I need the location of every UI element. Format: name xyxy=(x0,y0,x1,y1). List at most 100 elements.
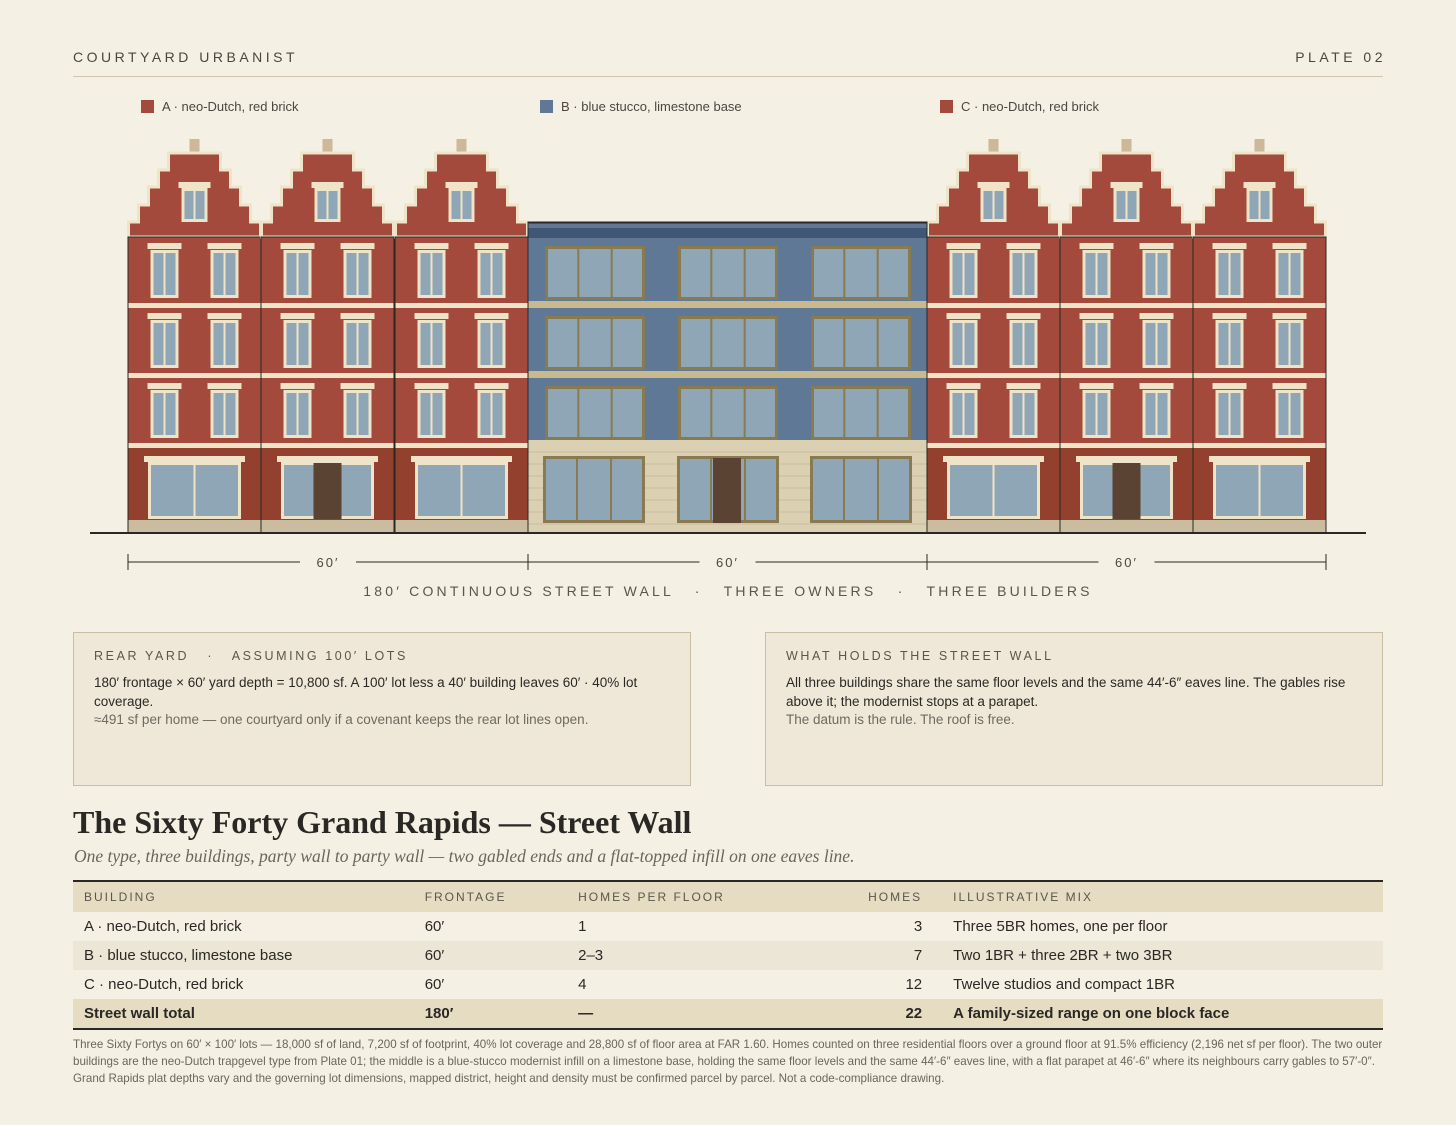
door xyxy=(713,458,741,523)
brand: COURTYARD URBANIST xyxy=(73,49,299,65)
floor-band xyxy=(261,443,394,448)
door xyxy=(313,463,342,519)
floor-band xyxy=(395,373,528,378)
table-cell: B · blue stucco, limestone base xyxy=(73,941,414,970)
base xyxy=(128,520,261,533)
lintel xyxy=(1272,313,1307,319)
lintel xyxy=(1006,313,1041,319)
lintel xyxy=(946,383,981,389)
note-aside: ≈491 sf per home — one courtyard only if… xyxy=(94,712,589,727)
summary-table: BUILDING FRONTAGE HOMES PER FLOOR HOMES ILLU… xyxy=(73,880,1383,1030)
column-header: BUILDING xyxy=(73,880,414,912)
gable-lintel xyxy=(977,182,1010,188)
lintel xyxy=(1006,243,1041,249)
table-cell: Twelve studios and compact 1BR xyxy=(953,976,1175,993)
table-cell: 22 xyxy=(816,999,943,1030)
parapet xyxy=(528,228,927,238)
table-cell: A family-sized range on one block face xyxy=(942,999,1383,1030)
lintel xyxy=(1079,313,1114,319)
table-cell: 3 xyxy=(913,918,923,935)
footnote: Three Sixty Fortys on 60′ × 100′ lots — … xyxy=(73,1038,1383,1085)
lintel xyxy=(1272,243,1307,249)
legend-swatch xyxy=(540,100,553,113)
lintel xyxy=(147,313,182,319)
table-row: C · neo-Dutch, red brick 60′ 4 12 Twelve stu… xyxy=(73,970,1383,999)
window-glass xyxy=(548,319,642,367)
lintel xyxy=(340,383,375,389)
window-glass xyxy=(548,389,642,437)
base xyxy=(261,520,394,533)
shop-lintel xyxy=(943,456,1044,462)
chimney xyxy=(988,139,999,155)
column-header: HOMES xyxy=(816,880,943,912)
lintel xyxy=(207,383,242,389)
lintel xyxy=(474,383,509,389)
base xyxy=(1193,520,1326,533)
lintel xyxy=(414,383,449,389)
shop-lintel xyxy=(144,456,245,462)
lintel xyxy=(1139,313,1174,319)
lintel xyxy=(946,313,981,319)
gable-lintel xyxy=(1243,182,1276,188)
table-cell: — xyxy=(567,999,817,1030)
floor-band xyxy=(1060,443,1193,448)
floor-band xyxy=(128,443,261,448)
elevation-drawing: A · neo-Dutch, red brick B · blue stucco,… xyxy=(90,99,1366,570)
column-header: HOMES PER FLOOR xyxy=(567,880,817,912)
gable-lintel xyxy=(1110,182,1143,188)
title: The Sixty Forty Grand Rapids — Street Wa… xyxy=(73,804,692,840)
chimney xyxy=(189,139,200,155)
table-cell: C · neo-Dutch, red brick xyxy=(84,976,244,993)
lintel xyxy=(147,383,182,389)
lintel xyxy=(414,313,449,319)
table-cell: 60′ xyxy=(424,976,445,993)
table-cell: 60′ xyxy=(413,941,568,970)
lintel xyxy=(340,313,375,319)
window-glass xyxy=(814,319,908,367)
floor-band xyxy=(1060,303,1193,308)
table-cell: 60′ xyxy=(424,918,445,935)
shop-lintel xyxy=(277,456,378,462)
note-body: 180′ frontage × 60′ yard depth = 10,800 … xyxy=(94,675,638,709)
lintel xyxy=(474,313,509,319)
table-cell: 1 xyxy=(578,918,587,935)
plate-number: PLATE 02 xyxy=(1295,49,1386,65)
dim-label: 60′ xyxy=(317,555,340,570)
note-title: REAR YARD · ASSUMING 100′ LOTS xyxy=(94,649,408,663)
floor-band xyxy=(1193,443,1326,448)
column-header: FRONTAGE xyxy=(413,880,568,912)
shop-lintel xyxy=(1209,456,1310,462)
legend-swatch xyxy=(940,100,953,113)
chimney xyxy=(1121,139,1132,155)
caption: 180′ CONTINUOUS STREET WALL · THREE OWNE… xyxy=(363,583,1093,599)
base xyxy=(1060,520,1193,533)
window-glass xyxy=(681,319,775,367)
floor-band xyxy=(528,371,927,378)
window-glass xyxy=(546,459,642,520)
lintel xyxy=(1079,243,1114,249)
window-glass xyxy=(548,249,642,297)
floor-band xyxy=(395,443,528,448)
table-cell: 4 xyxy=(578,976,587,993)
header-row: BUILDING FRONTAGE HOMES PER FLOOR HOMES ILLU… xyxy=(73,880,1383,912)
floor-band xyxy=(261,373,394,378)
table-cell: Two 1BR + three 2BR + two 3BR xyxy=(942,941,1383,970)
lintel xyxy=(1212,243,1247,249)
lintel xyxy=(280,383,315,389)
lintel xyxy=(207,243,242,249)
legend-label: A · neo-Dutch, red brick xyxy=(162,99,299,114)
floor-band xyxy=(528,301,927,308)
floor-band xyxy=(927,443,1060,448)
chimney xyxy=(1254,139,1265,155)
table-cell: 2–3 xyxy=(567,941,817,970)
lintel xyxy=(340,243,375,249)
window-glass xyxy=(814,249,908,297)
dim-label: 60′ xyxy=(716,555,739,570)
window-glass xyxy=(681,249,775,297)
shop-lintel xyxy=(1076,456,1177,462)
lintel xyxy=(147,243,182,249)
floor-band xyxy=(261,303,394,308)
table-row: B · blue stucco, limestone base 60′ 2–3 7 Tw… xyxy=(73,941,1383,970)
note-aside: The datum is the rule. The roof is free. xyxy=(786,712,1015,727)
